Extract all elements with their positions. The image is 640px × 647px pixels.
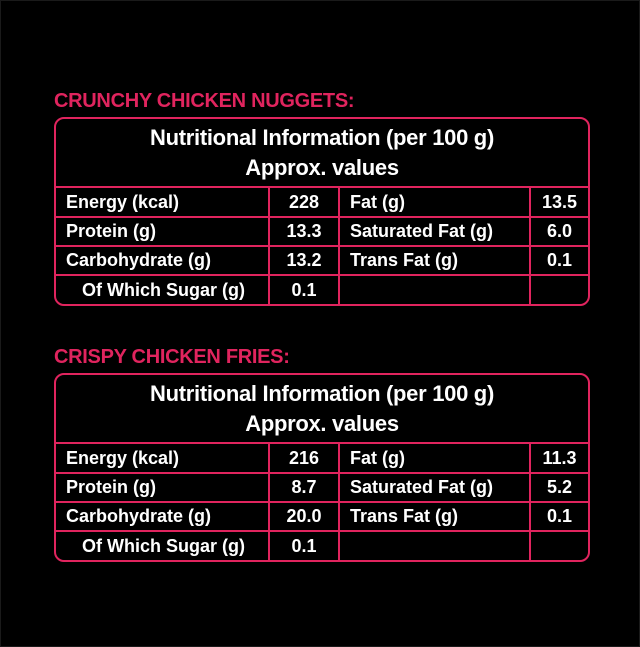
- nutrition-header: Nutritional Information (per 100 g) Appr…: [56, 119, 588, 188]
- nutrient-label: Trans Fat (g): [339, 502, 531, 532]
- nutrient-value: 228: [269, 188, 340, 218]
- nutrient-value: 8.7: [269, 473, 340, 503]
- nuggets-section: CRUNCHY CHICKEN NUGGETS: Nutritional Inf…: [54, 87, 590, 306]
- nutrition-header-title: Nutritional Information (per 100 g): [150, 381, 494, 406]
- nutrient-value: 13.2: [269, 246, 340, 276]
- table-row: Energy (kcal) 216 Fat (g) 11.3: [56, 444, 588, 474]
- nutrient-label: Energy (kcal): [56, 444, 270, 474]
- nutrient-value: 20.0: [269, 502, 340, 532]
- nutrient-label: Saturated Fat (g): [339, 473, 531, 503]
- empty-cell: [530, 531, 588, 560]
- nutrition-header-subtitle: Approx. values: [245, 155, 399, 180]
- nutrient-label: Carbohydrate (g): [56, 246, 270, 276]
- table-row: Protein (g) 8.7 Saturated Fat (g) 5.2: [56, 473, 588, 503]
- table-row: Carbohydrate (g) 13.2 Trans Fat (g) 0.1: [56, 246, 588, 276]
- nutrient-label: Carbohydrate (g): [56, 502, 270, 532]
- nutrient-value: 0.1: [269, 531, 340, 560]
- nutrition-panel-nuggets: Nutritional Information (per 100 g) Appr…: [54, 117, 590, 306]
- empty-cell: [339, 531, 531, 560]
- nutrient-value: 216: [269, 444, 340, 474]
- nutrient-label: Fat (g): [339, 188, 531, 218]
- nutrient-value: 5.2: [530, 473, 588, 503]
- nutrient-label: Trans Fat (g): [339, 246, 531, 276]
- section-title-nuggets: CRUNCHY CHICKEN NUGGETS:: [54, 90, 355, 112]
- nutrition-header: Nutritional Information (per 100 g) Appr…: [56, 375, 588, 444]
- nutrient-value: 0.1: [530, 246, 588, 276]
- nutrition-table-nuggets: Energy (kcal) 228 Fat (g) 13.5 Protein (…: [56, 188, 588, 304]
- table-row: Protein (g) 13.3 Saturated Fat (g) 6.0: [56, 217, 588, 247]
- nutrient-value: 0.1: [269, 275, 340, 304]
- table-row: Carbohydrate (g) 20.0 Trans Fat (g) 0.1: [56, 502, 588, 532]
- nutrient-value: 13.3: [269, 217, 340, 247]
- empty-cell: [339, 275, 531, 304]
- nutrient-value: 0.1: [530, 502, 588, 532]
- nutrient-label: Of Which Sugar (g): [56, 531, 270, 560]
- nutrient-label: Protein (g): [56, 473, 270, 503]
- nutrient-label: Saturated Fat (g): [339, 217, 531, 247]
- nutrition-header-subtitle: Approx. values: [245, 411, 399, 436]
- table-row: Energy (kcal) 228 Fat (g) 13.5: [56, 188, 588, 218]
- nutrient-label: Protein (g): [56, 217, 270, 247]
- nutrient-label: Of Which Sugar (g): [56, 275, 270, 304]
- fries-section: CRISPY CHICKEN FRIES: Nutritional Inform…: [54, 343, 590, 562]
- nutrient-value: 13.5: [530, 188, 588, 218]
- nutrient-label: Energy (kcal): [56, 188, 270, 218]
- table-row: Of Which Sugar (g) 0.1: [56, 275, 588, 304]
- nutrition-header-title: Nutritional Information (per 100 g): [150, 125, 494, 150]
- section-title-fries: CRISPY CHICKEN FRIES:: [54, 346, 290, 368]
- nutrient-label: Fat (g): [339, 444, 531, 474]
- nutrition-panel-fries: Nutritional Information (per 100 g) Appr…: [54, 373, 590, 562]
- nutrient-value: 6.0: [530, 217, 588, 247]
- empty-cell: [530, 275, 588, 304]
- nutrient-value: 11.3: [530, 444, 588, 474]
- nutrition-table-fries: Energy (kcal) 216 Fat (g) 11.3 Protein (…: [56, 444, 588, 560]
- table-row: Of Which Sugar (g) 0.1: [56, 531, 588, 560]
